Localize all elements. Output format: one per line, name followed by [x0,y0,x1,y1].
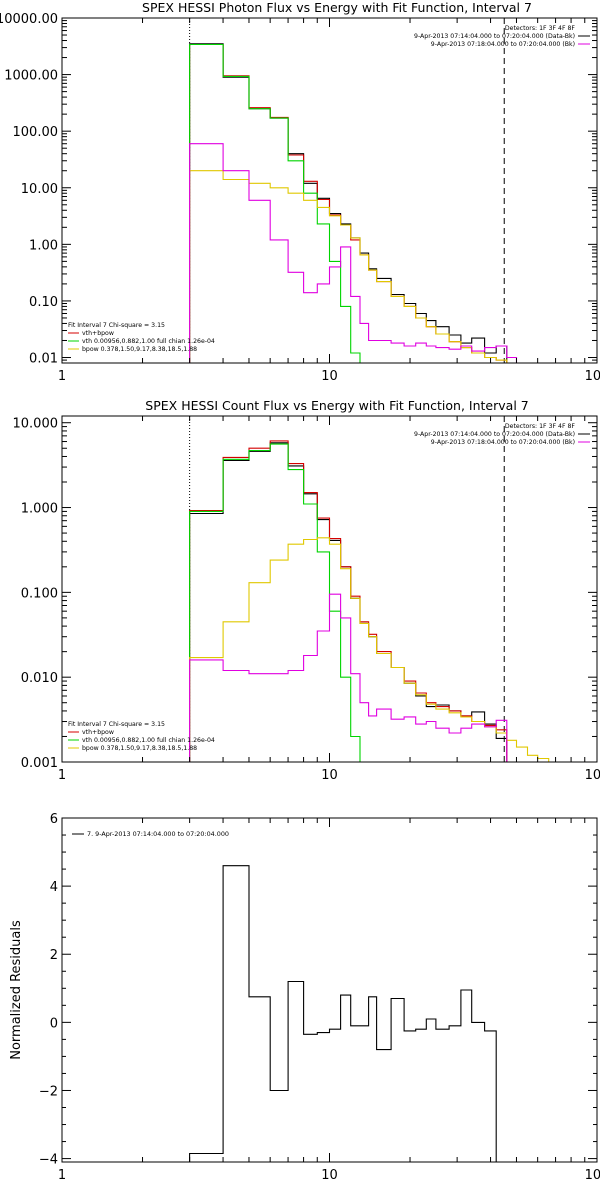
plot-area [189,416,572,762]
legend-bottom-left-text: Fit Interval 7 Chi-square = 3.15 [68,322,165,329]
y-tick-label: 1.00 [29,238,58,253]
plot-area [189,865,497,1162]
legend-top-right-text: Detectors: 1F 3F 4F 8F [505,25,576,32]
residuals-plot [189,865,497,1162]
y-tick-label: 10.00 [21,182,58,197]
photon-flux-legend-top-right: Detectors: 1F 3F 4F 8F9-Apr-2013 07:14:0… [414,25,590,48]
y-tick-label: 1000.00 [4,69,58,84]
y-tick-label: −4 [39,1153,58,1168]
count-flux-panel: SPEX HESSI Count Flux vs Energy with Fit… [13,398,600,783]
x-tick-label: 1 [58,1168,66,1183]
y-tick-label: 0.001 [21,756,58,771]
count-flux-legend-top-right: Detectors: 1F 3F 4F 8F9-Apr-2013 07:14:0… [414,423,590,446]
data-series-line [189,43,517,363]
legend-top-right-text: 9-Apr-2013 07:18:04.000 to 07:20:04.000 … [431,439,575,446]
y-tick-label: 10.000 [13,417,59,432]
total-series-line [189,440,508,762]
legend-top-right-text: 9-Apr-2013 07:14:04.000 to 07:20:04.000 … [414,33,575,40]
y-tick-label: 0 [50,1016,58,1031]
count-flux-title: SPEX HESSI Count Flux vs Energy with Fit… [145,398,528,413]
bpow-series-line [189,170,517,363]
legend-top-right-text: Detectors: 1F 3F 4F 8F [505,423,576,430]
y-tick-label: 6 [50,812,58,827]
count-flux-axes: 1 10 100 10.000 1.000 0.100 0.010 0.001 [13,415,600,783]
plot-frame [61,17,598,364]
photon-flux-panel: SPEX HESSI Photon Flux vs Energy with Fi… [0,0,600,384]
y-tick-label: 4 [50,880,58,895]
residuals-panel: Normalized Residuals 1 10 100 6 4 2 0 −2 −4 7. 9… [9,812,600,1183]
photon-flux-axes: 1 10 100 10000.00 1000.00 100.00 10.00 1.00 0.10… [0,12,600,384]
x-tick-label: 10 [321,369,338,384]
legend-top-right-text: 9-Apr-2013 07:18:04.000 to 07:20:04.000 … [431,41,575,48]
x-tick-label: 1 [58,369,66,384]
y-tick-label: 0.01 [29,352,58,367]
plot-area [189,18,518,363]
y-tick-label: 1.000 [21,502,58,517]
bk-series-line [189,143,518,363]
y-tick-label: 100.00 [13,125,59,140]
legend-bottom-left-text: vth+bpow [82,330,114,337]
x-tick-label: 1 [58,768,66,783]
legend-bottom-left-text: vth+bpow [82,729,114,736]
data-series-line [189,865,497,1162]
y-tick-label: 2 [50,948,58,963]
x-tick-label: 10 [321,768,338,783]
legend-bottom-left-text: bpow 0.378,1.50,9.17,8.38,18.5,1.88 [82,346,197,353]
x-tick-label: 100 [585,369,600,384]
vth-series-line [189,43,517,363]
x-tick-label: 10 [321,1168,338,1183]
total-series-line [189,43,517,363]
residuals-legend: 7. 9-Apr-2013 07:14:04.000 to 07:20:04.0… [72,830,229,838]
photon-flux-title: SPEX HESSI Photon Flux vs Energy with Fi… [142,0,532,15]
count-flux-legend-bottom-left: Fit Interval 7 Chi-square = 3.15vth+bpow… [68,721,215,752]
x-tick-label: 100 [585,768,600,783]
vth-series-line [189,443,507,762]
y-tick-label: −2 [39,1084,58,1099]
residuals-ylabel: Normalized Residuals [9,920,24,1060]
legend-bottom-left-text: Fit Interval 7 Chi-square = 3.15 [68,721,165,728]
legend-bottom-left-text: bpow 0.378,1.50,9.17,8.38,18.5,1.88 [82,745,197,752]
y-tick-label: 0.100 [21,586,58,601]
legend-top-left-text: 7. 9-Apr-2013 07:14:04.000 to 07:20:04.0… [87,830,229,838]
y-tick-label: 10000.00 [0,12,58,27]
legend-bottom-left-text: vth 0.00956,0.882,1.00 full chian 1.26e-… [82,737,215,744]
y-tick-label: 0.10 [29,295,58,310]
photon-flux-plot [189,18,518,363]
data-series-line [189,442,508,762]
x-tick-label: 100 [585,1168,600,1183]
plot-frame [61,817,598,1163]
residuals-axes: 1 10 100 6 4 2 0 −2 −4 [39,812,600,1183]
count-flux-plot [189,416,572,762]
bpow-series-line [189,537,572,762]
y-tick-label: 0.010 [21,671,58,686]
bk-series-line [189,593,508,762]
photon-flux-legend-bottom-left: Fit Interval 7 Chi-square = 3.15vth+bpow… [68,322,215,353]
legend-top-right-text: 9-Apr-2013 07:14:04.000 to 07:20:04.000 … [414,431,575,438]
legend-bottom-left-text: vth 0.00956,0.882,1.00 full chian 1.26e-… [82,338,215,345]
